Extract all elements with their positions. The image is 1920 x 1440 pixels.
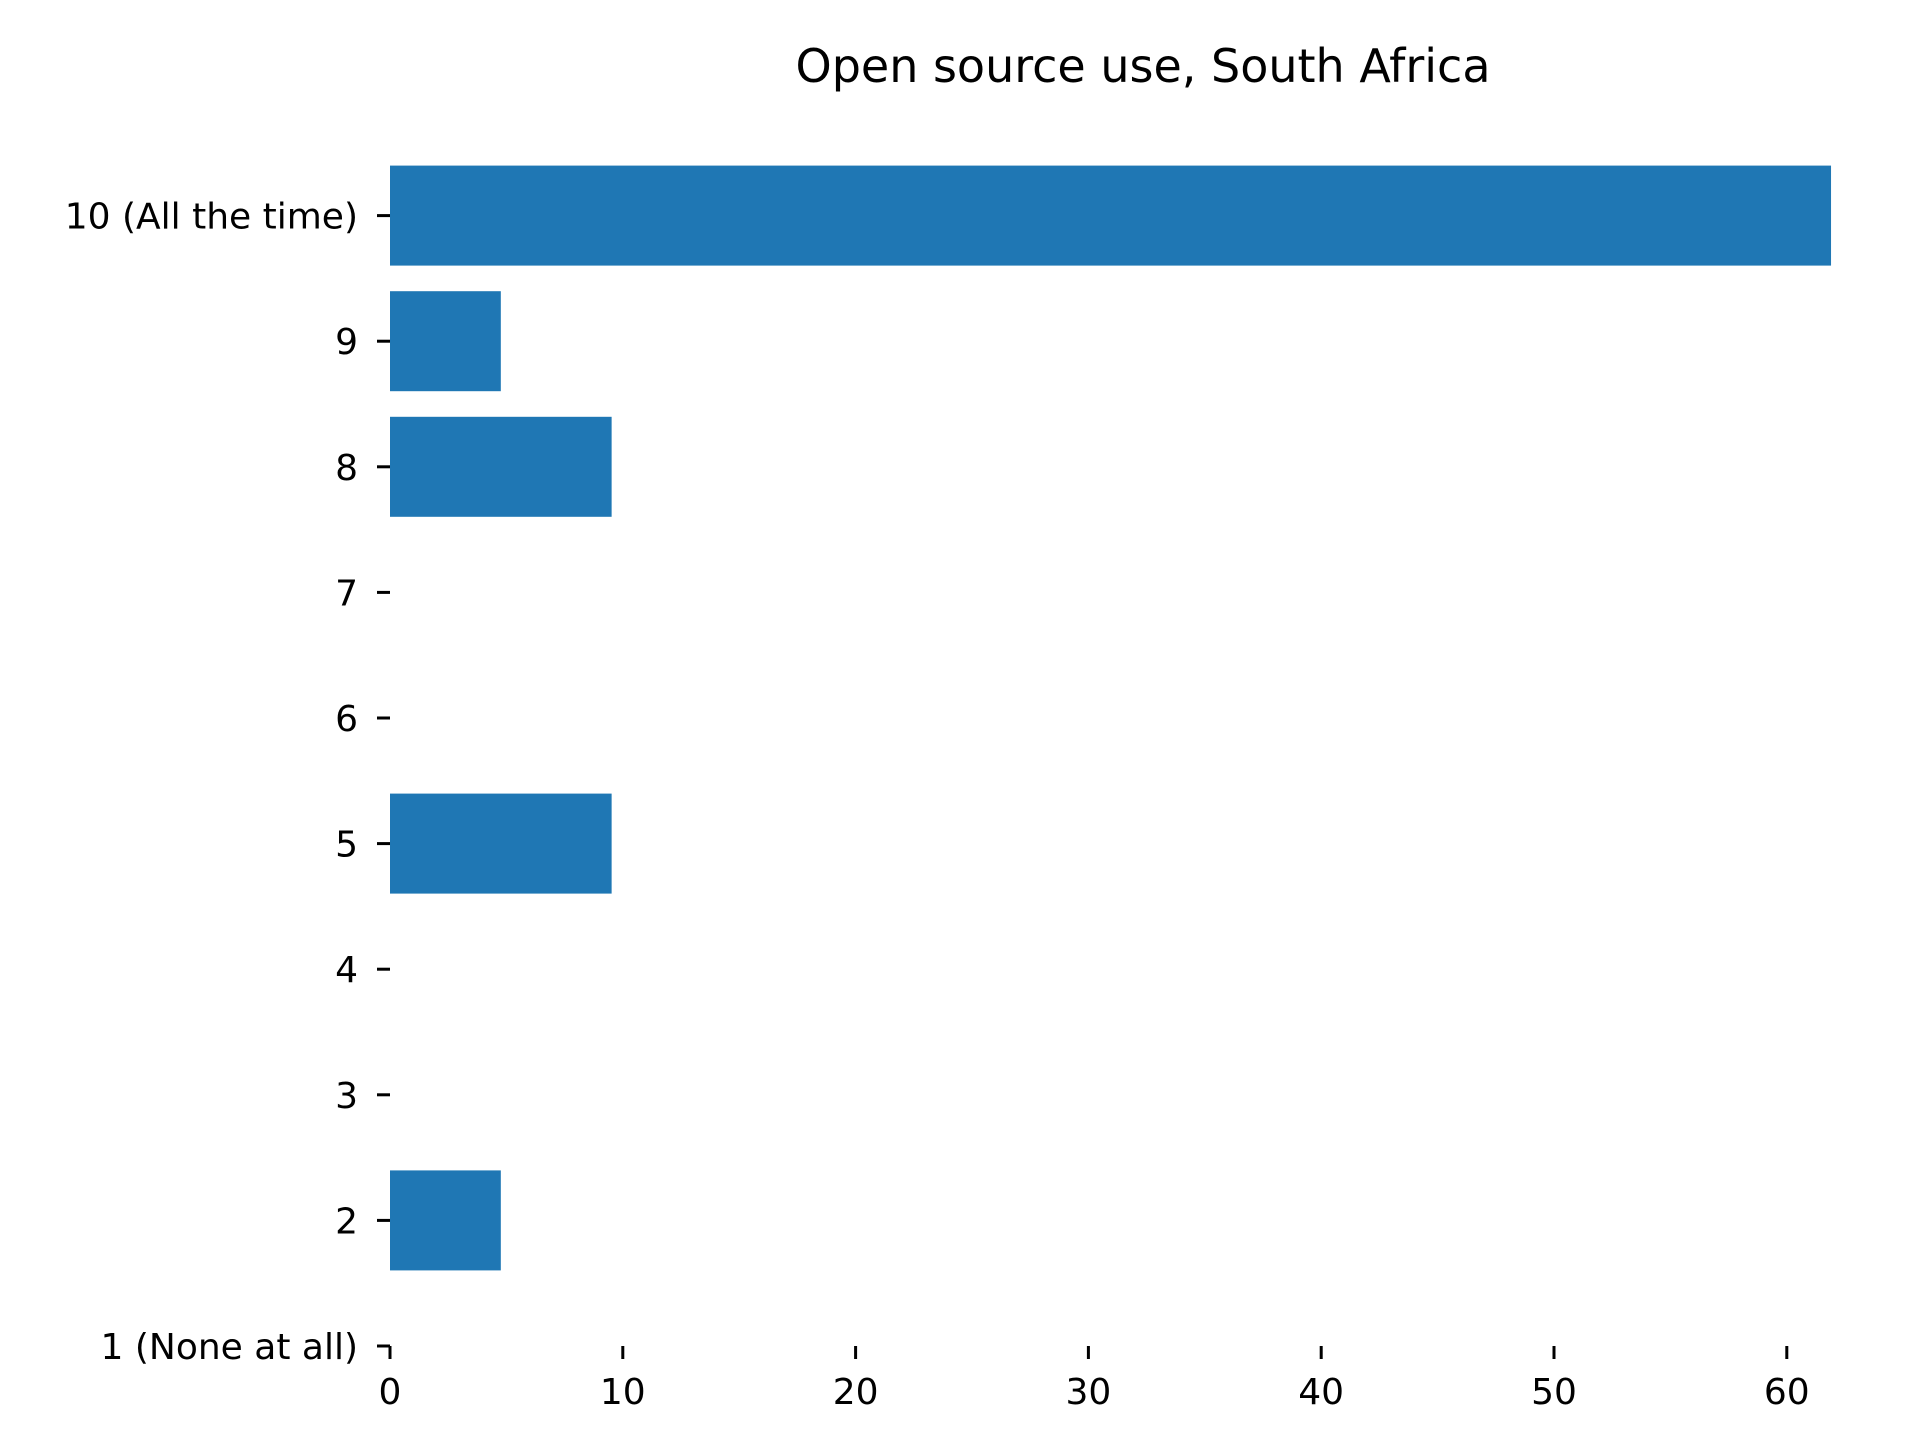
- bar-2: [390, 1170, 501, 1271]
- bar-9: [390, 291, 501, 392]
- x-tick-label: 10: [600, 1372, 646, 1413]
- y-tick-label: 4: [335, 950, 358, 991]
- x-tick-label: 50: [1531, 1372, 1577, 1413]
- y-tick-label: 8: [335, 448, 358, 489]
- y-tick-label: 2: [335, 1201, 358, 1242]
- x-tick-label: 60: [1764, 1372, 1810, 1413]
- x-tick-label: 20: [833, 1372, 879, 1413]
- y-tick-label: 3: [335, 1076, 358, 1117]
- bar-5: [390, 793, 612, 894]
- x-tick-label: 40: [1298, 1372, 1344, 1413]
- y-tick-label: 10 (All the time): [65, 197, 358, 238]
- y-tick-label: 7: [335, 573, 358, 614]
- bars: [390, 165, 1832, 1271]
- chart-title: Open source use, South Africa: [795, 39, 1490, 93]
- y-tick-label: 6: [335, 699, 358, 740]
- x-tick-label: 0: [379, 1372, 402, 1413]
- bar-10-all-the-time: [390, 165, 1832, 266]
- y-tick-label: 5: [335, 825, 358, 866]
- y-axis: 1 (None at all) 2 3 4 5 6 7 8 9 10 (All the time): [65, 197, 390, 1368]
- x-tick-label: 30: [1065, 1372, 1111, 1413]
- y-tick-label: 1 (None at all): [101, 1327, 358, 1368]
- x-axis: 0 10 20 30 40 50 60: [379, 1346, 1810, 1413]
- bar-8: [390, 416, 612, 517]
- y-tick-label: 9: [335, 322, 358, 363]
